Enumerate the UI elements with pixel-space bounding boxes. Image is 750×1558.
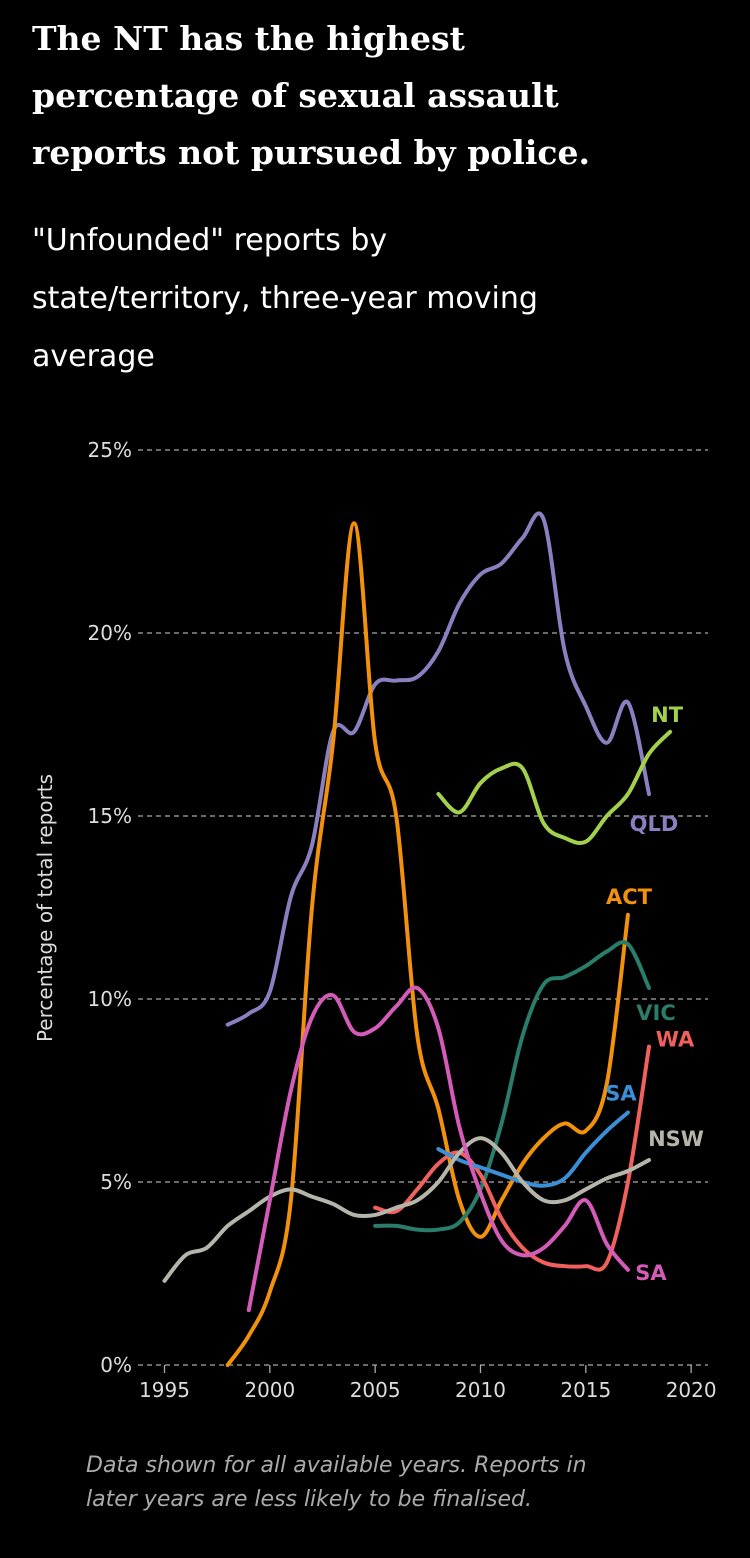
series-label: QLD [630,812,679,836]
series-label: SA [605,1081,637,1105]
y-tick-label: 15% [88,804,132,828]
x-tick-label: 2000 [244,1378,295,1402]
footnote: Data shown for all available years. Repo… [86,1453,587,1478]
series-label: VIC [636,1001,675,1025]
y-axis-label: Percentage of total reports [33,774,57,1042]
series-label: WA [656,1028,695,1052]
series-label: NT [651,703,684,727]
footnote: later years are less likely to be finali… [86,1487,532,1512]
series-line [162,1136,652,1283]
x-tick-label: 2015 [560,1378,611,1402]
chart-subtitle: average [32,339,155,374]
y-tick-label: 10% [88,987,132,1011]
series-line [225,521,630,1367]
y-tick-label: 20% [88,621,132,645]
chart-title: percentage of sexual assault [32,76,560,115]
x-tick-label: 2010 [455,1378,506,1402]
series-line [373,940,652,1233]
chart-subtitle: state/territory, three-year moving [32,281,538,316]
y-tick-label: 5% [100,1170,132,1194]
x-tick-label: 1995 [139,1378,190,1402]
series-line [436,729,673,846]
series-label: NSW [648,1127,704,1151]
series-label: ACT [606,885,653,909]
series-label: SA [635,1261,667,1285]
chart-title: reports not pursued by police. [32,133,590,172]
chart-subtitle: "Unfounded" reports by [32,223,387,258]
x-tick-label: 2005 [350,1378,401,1402]
series-line [225,511,652,1027]
y-tick-label: 25% [88,438,132,462]
series-line [246,985,630,1313]
x-tick-label: 2020 [666,1378,717,1402]
chart-title: The NT has the highest [32,19,466,58]
y-tick-label: 0% [100,1353,132,1377]
